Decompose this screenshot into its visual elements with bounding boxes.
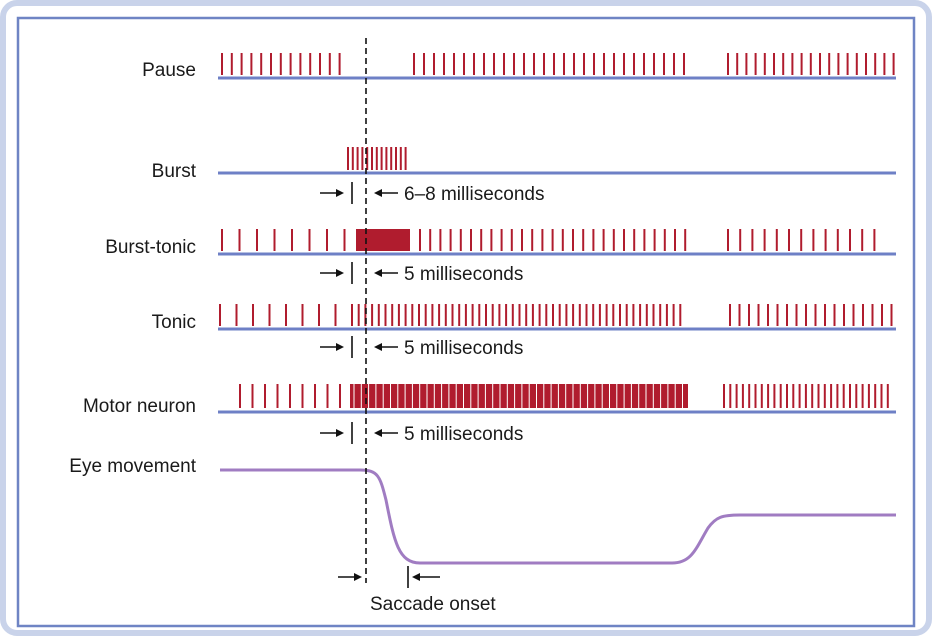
- right-arrow-head: [336, 269, 344, 277]
- latency-label-motor-neuron: 5 milliseconds: [404, 424, 523, 445]
- burst-tonic-burst-block: [356, 229, 410, 251]
- latency-label-tonic: 5 milliseconds: [404, 338, 523, 359]
- latency-label-burst: 6–8 milliseconds: [404, 184, 544, 205]
- right-arrow-head: [336, 343, 344, 351]
- latency-marker-burst: [320, 182, 398, 204]
- right-arrow-head: [336, 189, 344, 197]
- latency-marker-motor-neuron: [320, 422, 398, 444]
- row-label-tonic: Tonic: [152, 312, 196, 333]
- latency-marker-tonic: [320, 336, 398, 358]
- row-label-burst: Burst: [152, 161, 197, 182]
- saccade-onset-marker: [338, 566, 440, 588]
- left-arrow-head: [374, 269, 382, 277]
- spike-trains: [219, 53, 895, 408]
- row-label-pause: Pause: [142, 60, 196, 81]
- right-arrow-head: [354, 573, 362, 581]
- left-arrow-head: [374, 189, 382, 197]
- baselines: [218, 76, 896, 414]
- left-arrow-head: [412, 573, 420, 581]
- motor-neuron-burst-block: [350, 384, 688, 408]
- left-arrow-head: [374, 429, 382, 437]
- row-label-eye-movement: Eye movement: [69, 456, 196, 477]
- row-label-burst-tonic: Burst-tonic: [105, 237, 196, 258]
- latency-marker-burst-tonic: [320, 262, 398, 284]
- eye-movement-trace: [220, 468, 896, 565]
- row-label-motor-neuron: Motor neuron: [83, 396, 196, 417]
- right-arrow-head: [336, 429, 344, 437]
- saccade-onset-label: Saccade onset: [370, 594, 496, 615]
- left-arrow-head: [374, 343, 382, 351]
- latency-label-burst-tonic: 5 milliseconds: [404, 264, 523, 285]
